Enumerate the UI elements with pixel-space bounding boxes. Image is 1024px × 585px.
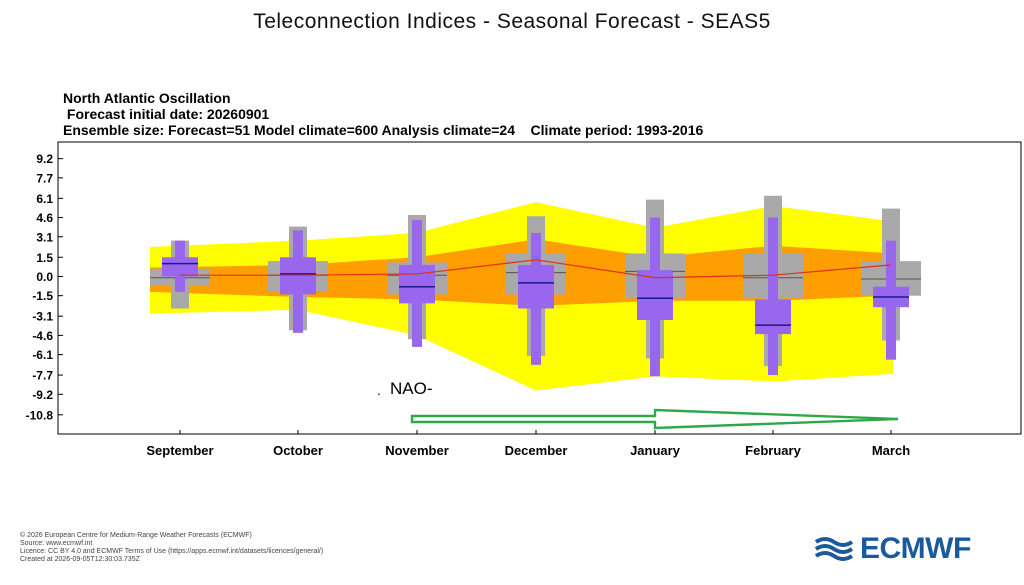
ensemble-info: Ensemble size: Forecast=51 Model climate…: [63, 122, 704, 138]
footer-licence: Licence: CC BY 4.0 and ECMWF Terms of Us…: [20, 548, 324, 555]
plot-frame: [57, 141, 1022, 435]
y-tick-label: 7.7: [36, 171, 53, 185]
box-plots: [150, 195, 921, 377]
purple-whisker: [768, 217, 778, 376]
month-box-february: [743, 195, 803, 376]
logo-text: ECMWF: [860, 532, 971, 565]
nao-minus-label: NAO-: [390, 379, 433, 398]
footer: © 2026 European Centre for Medium-Range …: [20, 532, 323, 564]
y-tick-label: 0.0: [36, 270, 53, 284]
month-box-november: [387, 215, 447, 347]
y-tick-label: -6.1: [32, 348, 53, 362]
page-title: Teleconnection Indices - Seasonal Foreca…: [253, 10, 771, 33]
x-tick-label: September: [146, 443, 213, 458]
y-tick-label: 6.1: [36, 192, 53, 206]
month-box-december: [506, 216, 566, 365]
ecmwf-wave-icon: [814, 537, 854, 561]
y-tick-label: -7.7: [32, 369, 53, 383]
purple-box: [280, 257, 316, 295]
chart-title: North Atlantic Oscillation: [63, 90, 231, 106]
purple-box: [755, 299, 791, 335]
footer-copyright: © 2026 European Centre for Medium-Range …: [20, 532, 252, 539]
y-tick-label: -10.8: [26, 408, 54, 422]
purple-box: [518, 264, 554, 309]
month-box-september: [150, 240, 210, 309]
x-tick-label: March: [872, 443, 910, 458]
y-tick-label: -4.6: [32, 329, 53, 343]
analysis-climate-line: [180, 259, 892, 279]
x-tick-label: November: [385, 443, 449, 458]
purple-box: [637, 270, 673, 321]
footer-source: Source: www.ecmwf.int: [20, 540, 93, 547]
x-tick-label: January: [630, 443, 681, 458]
forecast-initial-date: Forecast initial date: 20260901: [63, 106, 270, 122]
nao-annotation: . NAO-: [377, 379, 899, 430]
x-tick-label: February: [745, 443, 801, 458]
y-axis: 9.2 7.7 6.1 4.6 3.1 1.5 0.0 -1.5 -3.1 -4.6 -6.1 -7.…: [26, 152, 63, 422]
x-axis: September October November December January F…: [146, 430, 910, 458]
y-tick-label: 3.1: [36, 230, 53, 244]
y-tick-label: -1.5: [32, 289, 53, 303]
purple-box: [162, 257, 198, 277]
y-tick-label: 1.5: [36, 251, 53, 265]
ecmwf-logo: ECMWF: [812, 532, 971, 565]
y-tick-label: 4.6: [36, 211, 53, 225]
y-tick-label: -3.1: [32, 310, 53, 324]
trend-arrow: [410, 408, 899, 430]
annotation-dot: .: [377, 384, 381, 398]
footer-created: Created at 2026-09-05T12:30:03.735Z: [20, 556, 140, 563]
purple-box: [399, 264, 435, 304]
y-tick-label: -9.2: [32, 388, 53, 402]
x-tick-label: December: [505, 443, 568, 458]
month-box-january: [625, 199, 685, 377]
x-tick-label: October: [273, 443, 323, 458]
y-tick-label: 9.2: [36, 152, 53, 166]
